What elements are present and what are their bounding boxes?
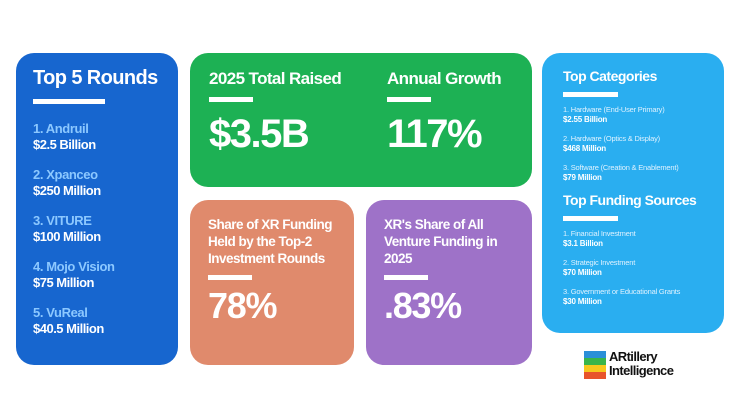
round-amount: $2.5 Billion (33, 137, 96, 152)
round-item: 2. Xpanceo $250 Million (33, 167, 178, 199)
categories-title: Top Categories (563, 68, 657, 84)
total-raised-metric: 2025 Total Raised $3.5B (209, 69, 342, 156)
round-amount: $100 Million (33, 229, 101, 244)
top-rounds-card: Top 5 Rounds 1. Andruil $2.5 Billion 2. … (16, 53, 178, 365)
source-name: 2. Strategic Investment (563, 258, 636, 267)
annual-growth-label: Annual Growth (387, 69, 502, 88)
category-amount: $468 Million (563, 144, 606, 153)
funding-sources-title: Top Funding Sources (563, 192, 697, 208)
title-underline (33, 99, 105, 104)
label-underline (208, 275, 252, 280)
round-name: 4. Mojo Vision (33, 259, 115, 274)
total-raised-value: $3.5B (209, 112, 310, 156)
logo-text-line2: Intelligence (609, 363, 674, 378)
total-raised-label: 2025 Total Raised (209, 69, 342, 88)
source-name: 3. Government or Educational Grants (563, 287, 681, 296)
title-underline (563, 216, 618, 221)
round-item: 3. VITURE $100 Million (33, 213, 178, 245)
venture-share-card: XR's Share of All Venture Funding in 202… (366, 200, 532, 365)
round-amount: $250 Million (33, 183, 101, 198)
logo-text-line1: ARtillery (609, 349, 658, 364)
round-name: 2. Xpanceo (33, 167, 98, 182)
totals-card: 2025 Total Raised $3.5B Annual Growth 11… (190, 53, 532, 187)
venture-share-metric: XR's Share of All Venture Funding in 202… (384, 216, 514, 326)
category-item: 1. Hardware (End-User Primary) $2.55 Bil… (563, 105, 724, 125)
source-name: 1. Financial Investment (563, 229, 636, 238)
round-name: 3. VITURE (33, 213, 92, 228)
label-underline (387, 97, 431, 102)
source-item: 1. Financial Investment $3.1 Billion (563, 229, 724, 249)
top2-share-label: Share of XR Funding Held by the Top-2 In… (208, 217, 333, 266)
category-item: 2. Hardware (Optics & Display) $468 Mill… (563, 134, 724, 154)
round-amount: $75 Million (33, 275, 94, 290)
round-amount: $40.5 Million (33, 321, 104, 336)
category-name: 3. Software (Creation & Enablement) (563, 163, 679, 172)
source-amount: $3.1 Billion (563, 239, 603, 248)
top2-share-metric: Share of XR Funding Held by the Top-2 In… (208, 216, 353, 326)
source-amount: $70 Million (563, 268, 602, 277)
source-item: 3. Government or Educational Grants $30 … (563, 287, 724, 307)
source-amount: $30 Million (563, 297, 602, 306)
annual-growth-value: 117% (387, 112, 483, 156)
category-name: 2. Hardware (Optics & Display) (563, 134, 660, 143)
category-amount: $2.55 Billion (563, 115, 608, 124)
source-item: 2. Strategic Investment $70 Million (563, 258, 724, 278)
label-underline (384, 275, 428, 280)
round-item: 4. Mojo Vision $75 Million (33, 259, 178, 291)
label-underline (209, 97, 253, 102)
category-name: 1. Hardware (End-User Primary) (563, 105, 665, 114)
round-item: 1. Andruil $2.5 Billion (33, 121, 178, 153)
round-name: 5. VuReal (33, 305, 88, 320)
venture-share-label: XR's Share of All Venture Funding in 202… (384, 217, 498, 266)
title-underline (563, 92, 618, 97)
top-rounds-title: Top 5 Rounds (33, 67, 158, 89)
top2-share-card: Share of XR Funding Held by the Top-2 In… (190, 200, 354, 365)
top2-share-value: 78% (208, 285, 277, 326)
categories-card: Top Categories 1. Hardware (End-User Pri… (542, 53, 724, 333)
logo-mark-icon (584, 351, 606, 379)
round-name: 1. Andruil (33, 121, 89, 136)
round-item: 5. VuReal $40.5 Million (33, 305, 178, 337)
artillery-intelligence-logo: ARtillery Intelligence (584, 350, 699, 380)
annual-growth-metric: Annual Growth 117% (387, 69, 502, 156)
category-item: 3. Software (Creation & Enablement) $79 … (563, 163, 724, 183)
category-amount: $79 Million (563, 173, 602, 182)
venture-share-value: .83% (384, 285, 462, 326)
